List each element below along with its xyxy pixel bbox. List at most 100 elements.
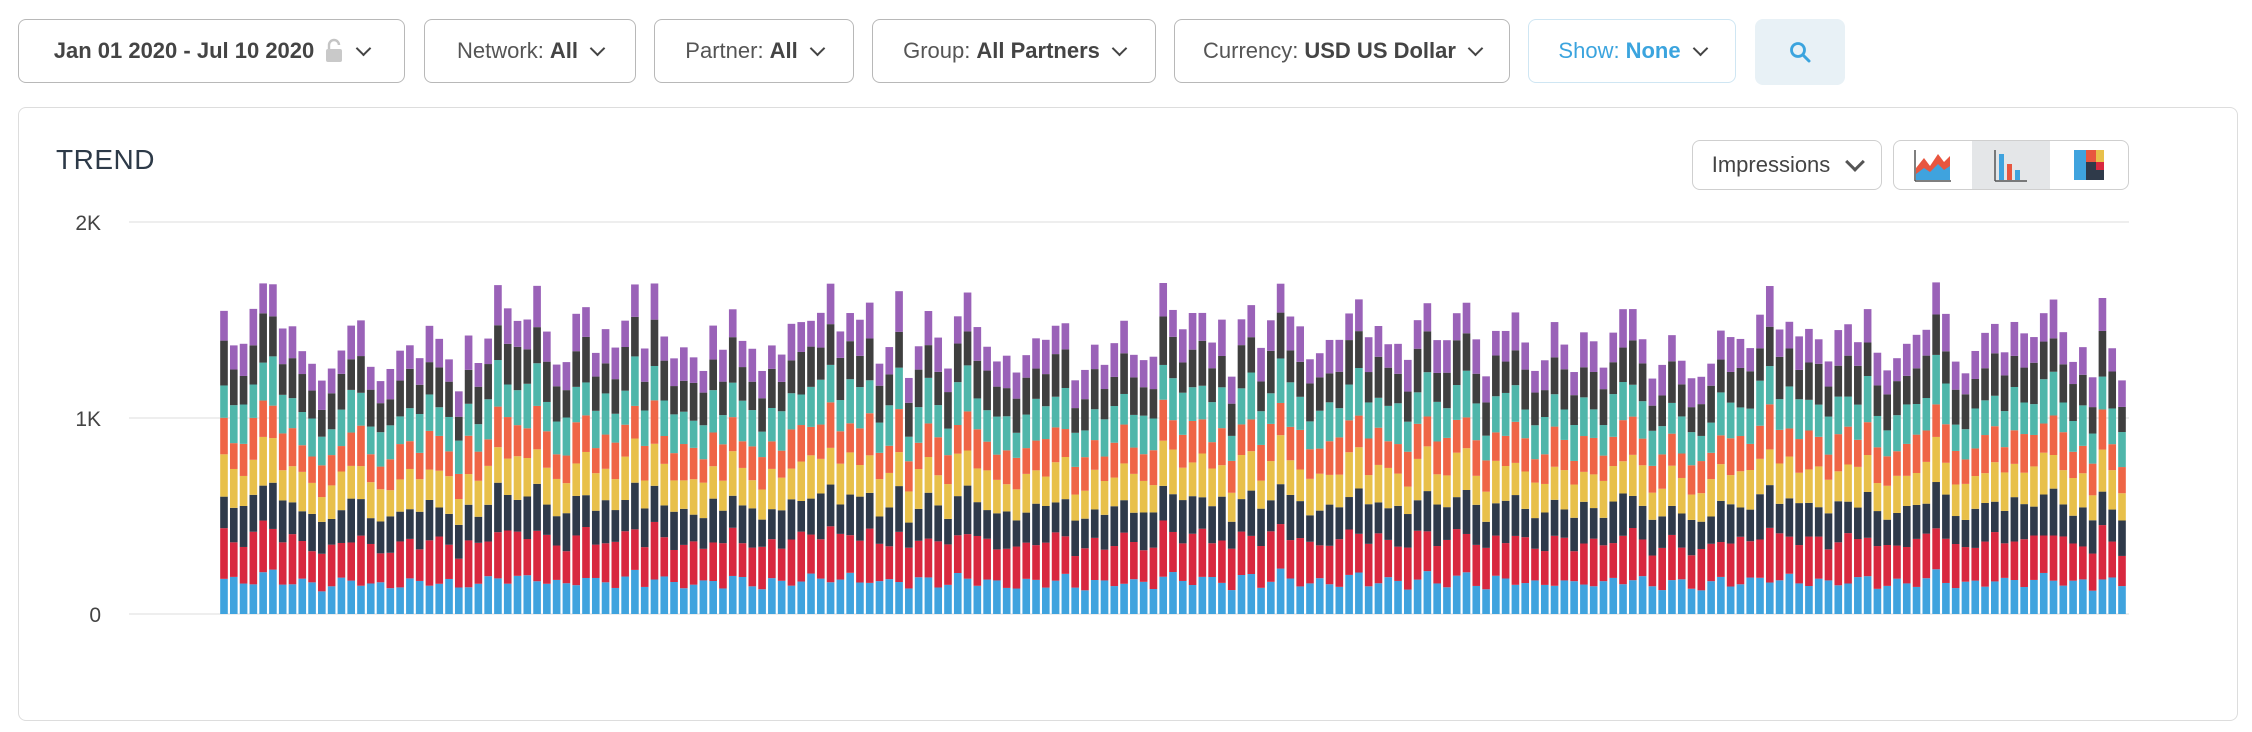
bar-segment xyxy=(523,428,532,458)
bar-segment xyxy=(748,410,757,447)
bar-segment xyxy=(1364,438,1373,476)
bar-chart-button[interactable] xyxy=(1972,141,2050,189)
bar-segment xyxy=(1589,538,1598,587)
bar-segment xyxy=(1403,359,1412,392)
bar-segment xyxy=(318,591,326,614)
show-dropdown[interactable]: Show: None xyxy=(1528,19,1736,83)
bar-segment xyxy=(709,466,717,499)
bar-segment xyxy=(1178,580,1187,614)
bar-segment xyxy=(347,498,355,543)
bar-segment xyxy=(1032,368,1040,399)
bar-segment xyxy=(1991,395,1999,427)
bar-segment xyxy=(1531,392,1539,426)
bar-segment xyxy=(1315,545,1324,579)
metric-dropdown[interactable]: Impressions xyxy=(1692,140,1882,190)
bar-segment xyxy=(1139,550,1148,582)
bar-segment xyxy=(631,438,639,483)
bar-segment xyxy=(1795,472,1803,504)
bar-segment xyxy=(797,425,806,462)
bar-stack xyxy=(728,309,737,614)
bar-segment xyxy=(953,535,962,573)
bar-segment xyxy=(1609,332,1618,363)
bar-segment xyxy=(396,350,404,381)
bar-stack xyxy=(1707,363,1715,614)
bar-segment xyxy=(406,538,414,579)
bar-segment xyxy=(1042,339,1050,375)
bar-segment xyxy=(1061,387,1070,430)
bar-segment xyxy=(1325,504,1334,546)
bar-segment xyxy=(836,431,845,464)
bar-segment xyxy=(758,457,766,490)
bar-segment xyxy=(1325,545,1334,585)
bar-segment xyxy=(1638,339,1647,364)
bar-segment xyxy=(816,493,825,540)
bar-segment xyxy=(1697,493,1706,522)
bar-stack xyxy=(357,320,365,614)
bar-segment xyxy=(464,403,473,436)
bar-segment xyxy=(699,425,708,460)
bar-segment xyxy=(709,325,717,360)
bar-segment xyxy=(1736,507,1745,537)
bar-segment xyxy=(249,584,258,614)
bar-segment xyxy=(1081,399,1089,431)
bar-segment xyxy=(1012,457,1021,490)
partner-dropdown[interactable]: Partner: All xyxy=(654,19,854,83)
bar-segment xyxy=(1629,495,1637,529)
bar-segment xyxy=(865,582,874,614)
bar-segment xyxy=(640,445,649,481)
bar-segment xyxy=(1961,459,1970,484)
bar-segment xyxy=(728,417,737,452)
bar-segment xyxy=(1149,589,1158,614)
bar-segment xyxy=(1785,386,1794,429)
bar-segment xyxy=(269,356,277,406)
bar-segment xyxy=(1237,319,1246,346)
currency-dropdown[interactable]: Currency: USD US Dollar xyxy=(1174,19,1510,83)
bar-segment xyxy=(1472,504,1481,545)
bar-segment xyxy=(1364,586,1373,614)
bar-stack xyxy=(1863,309,1872,614)
bar-segment xyxy=(719,480,727,511)
bar-segment xyxy=(1863,376,1872,423)
bar-segment xyxy=(1834,542,1843,586)
bar-segment xyxy=(816,578,825,614)
bar-segment xyxy=(1736,338,1745,368)
search-button[interactable] xyxy=(1755,19,1845,85)
bar-segment xyxy=(1609,543,1618,578)
bar-segment xyxy=(1922,430,1931,462)
bar-segment xyxy=(1306,515,1314,542)
bar-segment xyxy=(1589,508,1598,539)
bar-segment xyxy=(278,584,287,614)
bar-segment xyxy=(924,538,933,578)
bar-segment xyxy=(748,348,757,382)
bar-stack xyxy=(376,381,385,614)
area-chart-button[interactable] xyxy=(1894,141,1972,189)
bar-segment xyxy=(1002,416,1011,451)
bar-segment xyxy=(768,509,776,540)
bar-segment xyxy=(1423,571,1432,614)
group-dropdown[interactable]: Group: All Partners xyxy=(872,19,1156,83)
bar-segment xyxy=(454,499,463,525)
bar-stack xyxy=(748,348,757,614)
bar-segment xyxy=(1012,432,1021,458)
bar-segment xyxy=(543,431,551,468)
bar-segment xyxy=(1501,330,1510,362)
bar-segment xyxy=(337,510,346,543)
bar-segment xyxy=(953,496,962,536)
bar-segment xyxy=(2079,546,2087,580)
treemap-button[interactable] xyxy=(2050,141,2128,189)
bar-segment xyxy=(269,569,277,614)
bar-segment xyxy=(1687,378,1696,408)
network-dropdown[interactable]: Network: All xyxy=(424,19,636,83)
bar-segment xyxy=(905,522,913,548)
bar-segment xyxy=(1736,367,1745,408)
date-range-dropdown[interactable]: Jan 01 2020 - Jul 10 2020 xyxy=(18,19,405,83)
bar-segment xyxy=(1668,433,1676,466)
bar-segment xyxy=(1110,376,1119,407)
bar-segment xyxy=(1805,362,1813,400)
bar-segment xyxy=(533,327,541,364)
bar-segment xyxy=(934,337,943,372)
bar-segment xyxy=(1443,437,1451,476)
bar-segment xyxy=(435,338,444,368)
bar-segment xyxy=(865,455,874,493)
bar-segment xyxy=(1814,536,1823,579)
